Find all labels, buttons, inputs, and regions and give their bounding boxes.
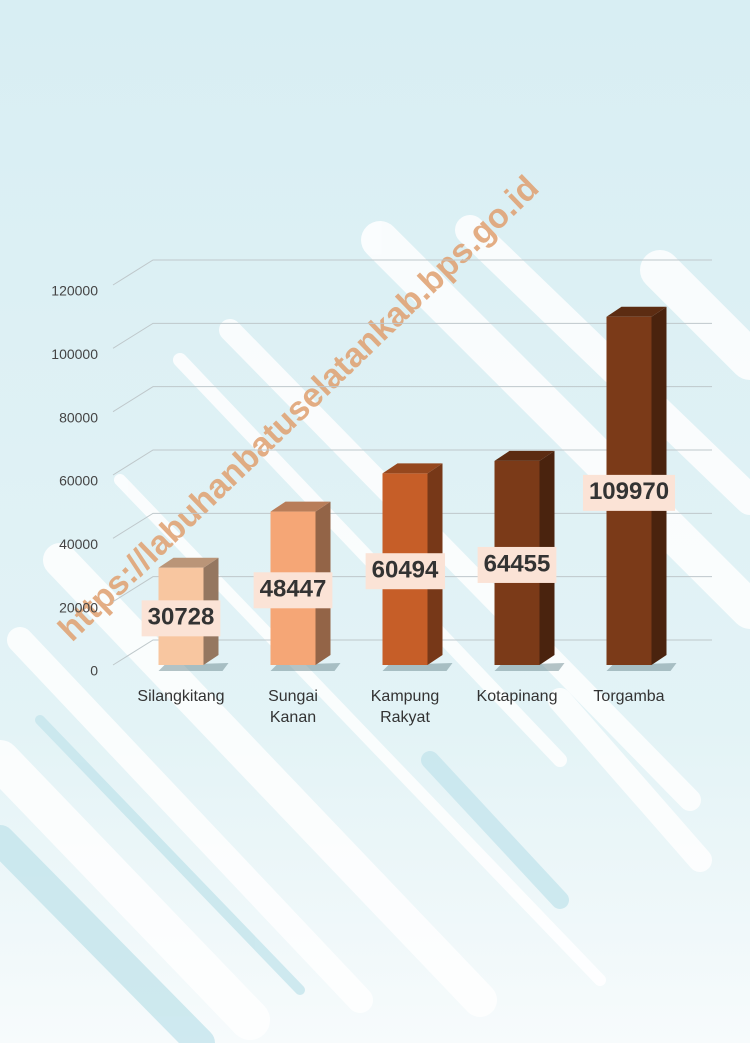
x-tick-label: Torgamba xyxy=(593,688,664,705)
y-tick-label: 0 xyxy=(90,663,98,679)
bar-top xyxy=(606,306,667,317)
value-label-box xyxy=(141,600,221,637)
value-label-box xyxy=(253,572,333,609)
y-tick-label: 40000 xyxy=(59,536,98,552)
value-label: 64455 xyxy=(484,550,551,577)
y-tick-label: 20000 xyxy=(59,599,98,615)
y-tick-label: 100000 xyxy=(51,346,98,362)
y-tick-label: 60000 xyxy=(59,473,98,489)
value-label-box xyxy=(365,553,446,590)
x-tick-label: Kampung Rakyat xyxy=(371,688,440,726)
grid-line xyxy=(112,259,712,286)
grid-line xyxy=(112,449,712,476)
value-label-box xyxy=(477,546,557,583)
y-tick-label: 80000 xyxy=(59,409,98,425)
value-label: 109970 xyxy=(589,478,669,505)
x-tick-label: Silangkitang xyxy=(137,688,224,705)
value-label-box xyxy=(582,474,676,511)
y-tick-label: 120000 xyxy=(51,283,98,299)
grid-line xyxy=(112,386,712,413)
value-label: 60494 xyxy=(372,557,439,584)
x-tick-label: Kotapinang xyxy=(477,688,558,705)
bar-top xyxy=(382,463,443,474)
bar-top xyxy=(494,450,555,461)
value-label: 48447 xyxy=(260,576,327,603)
decor-dark xyxy=(0,715,569,1043)
value-label: 30728 xyxy=(148,604,215,631)
bar-top xyxy=(158,557,219,568)
bar-top xyxy=(270,501,331,512)
grid-line xyxy=(112,322,712,349)
x-tick-label: Sungai Kanan xyxy=(268,688,318,726)
